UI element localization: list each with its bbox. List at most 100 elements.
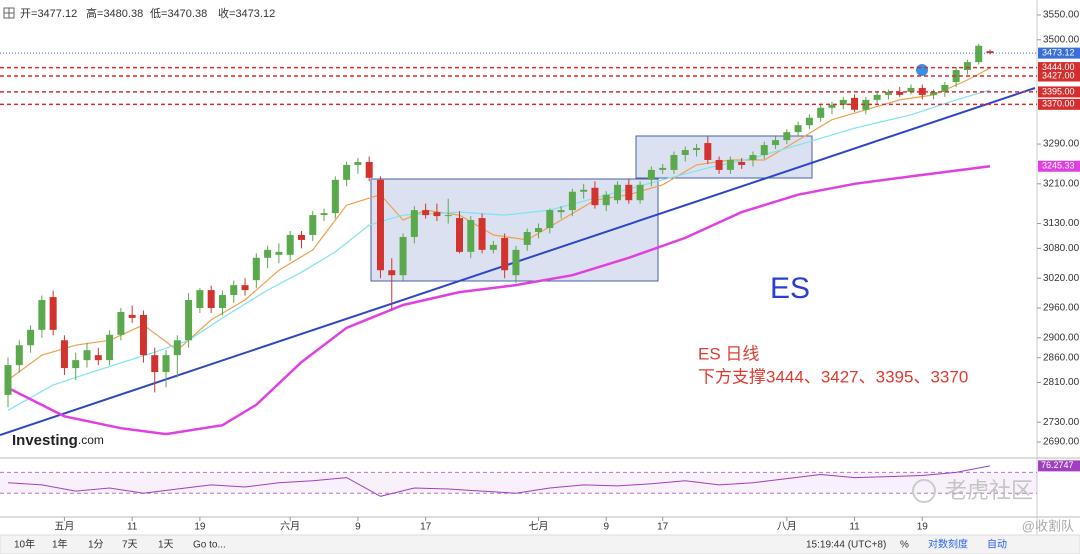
candle-body (489, 244, 497, 250)
x-tick-label: 八月 (777, 521, 797, 533)
candle-body (354, 161, 362, 165)
y-tick-label: 3080.00 (1043, 243, 1080, 254)
x-tick-label: 11 (127, 522, 138, 533)
candle-body (72, 360, 80, 369)
candle-body (828, 104, 836, 108)
logo: Investing.com (12, 432, 104, 449)
candle-body (884, 91, 892, 95)
toolbar-item: 15:19:44 (UTC+8) (806, 540, 886, 551)
candle-body (726, 159, 734, 170)
candle-body (647, 169, 655, 180)
toolbar-item[interactable]: 对数刻度 (928, 538, 968, 551)
candle-body (49, 297, 57, 330)
x-tick-label: 六月 (280, 521, 300, 533)
candle-body (952, 70, 960, 82)
x-tick-label: 七月 (529, 521, 549, 533)
toolbar-item[interactable]: % (900, 540, 909, 551)
candle-body (4, 365, 12, 395)
candle-body (365, 161, 373, 178)
ohlc-readout: 开=3477.12 (20, 8, 77, 20)
candle-body (715, 159, 723, 170)
support-tag (1038, 62, 1080, 74)
candle-body (794, 125, 802, 133)
candle-body (873, 94, 881, 100)
logo-suffix: .com (78, 433, 104, 447)
candle-body (343, 164, 351, 180)
y-tick-label: 2960.00 (1043, 303, 1080, 314)
candle-body (15, 345, 23, 366)
x-tick-label: 17 (420, 522, 432, 533)
candle-body (568, 191, 576, 211)
ohlc-label: 高= (86, 6, 103, 20)
ohlc-readout: 收=3473.12 (218, 6, 275, 20)
candle-body (783, 132, 791, 141)
candle-body (805, 117, 813, 126)
candle-body (693, 148, 701, 151)
candle-body (896, 91, 904, 95)
toolbar-button[interactable]: 1年 (52, 538, 68, 551)
candle-body (218, 295, 226, 308)
candle-body (941, 84, 949, 92)
ma-tag (1038, 160, 1080, 172)
candle-body (614, 184, 622, 201)
candle-body (523, 231, 531, 245)
logo-main: Investing (12, 432, 78, 449)
candle-body (930, 91, 938, 95)
candle-body (162, 355, 170, 373)
watermark: 老虎社区 (945, 478, 1033, 503)
candle-body (501, 237, 509, 271)
candle-body (817, 107, 825, 118)
support-label: 3444.00 (1042, 62, 1075, 72)
range-box (635, 135, 813, 179)
candle-body (772, 140, 780, 146)
support-tag (1038, 98, 1080, 110)
watermark-icon (912, 479, 936, 503)
candle-body (749, 154, 757, 160)
toolbar-button[interactable]: Go to... (193, 540, 226, 551)
candle-body (839, 99, 847, 105)
candle-body (444, 215, 452, 217)
candle-body (241, 285, 249, 291)
toolbar-button[interactable]: 10年 (14, 538, 35, 551)
credit: @收割队 (1022, 518, 1074, 533)
candle-body (83, 350, 91, 361)
toolbar-button[interactable]: 1分 (88, 539, 104, 551)
y-tick-label: 2860.00 (1043, 352, 1080, 363)
toolbar-button[interactable]: 7天 (122, 540, 138, 551)
candle-body (173, 340, 181, 356)
candle-body (557, 210, 565, 213)
candle-body (467, 220, 475, 252)
candle-body (286, 234, 294, 255)
y-tick-label: 3130.00 (1043, 218, 1080, 229)
last-price-label: 3473.12 (1042, 47, 1075, 57)
ohlc-readout: 高=3480.38 (86, 6, 143, 20)
support-label: 3395.00 (1042, 86, 1075, 96)
y-tick-label: 2730.00 (1043, 417, 1080, 428)
candle-body (128, 314, 136, 318)
ma-label: 3245.33 (1042, 161, 1075, 171)
support-tag (1038, 70, 1080, 82)
candle-body (230, 285, 238, 296)
candle-body (297, 234, 305, 240)
candle-body (455, 218, 463, 252)
candle-body (681, 150, 689, 155)
x-tick-label: 19 (917, 522, 929, 533)
candle-body (207, 290, 215, 308)
rsi-line (7, 465, 991, 497)
y-tick-label: 2810.00 (1043, 377, 1080, 388)
ohlc-value: 3480.38 (103, 8, 143, 20)
candle-body (275, 251, 283, 255)
symbol-label: ES (770, 272, 810, 305)
candle-body (185, 300, 193, 341)
candle-body (117, 311, 125, 335)
ohlc-readout: 低=3470.38 (150, 7, 207, 20)
ohlc-label: 低= (150, 7, 167, 20)
toolbar-button[interactable]: 1天 (158, 540, 174, 551)
candle-body (760, 145, 768, 155)
candle-body (94, 355, 102, 361)
annotation-title: ES 日线 (698, 344, 759, 363)
toolbar-item[interactable]: 自动 (987, 538, 1007, 551)
candle-body (410, 210, 418, 237)
candle-body (512, 249, 520, 276)
candle-body (309, 215, 317, 235)
